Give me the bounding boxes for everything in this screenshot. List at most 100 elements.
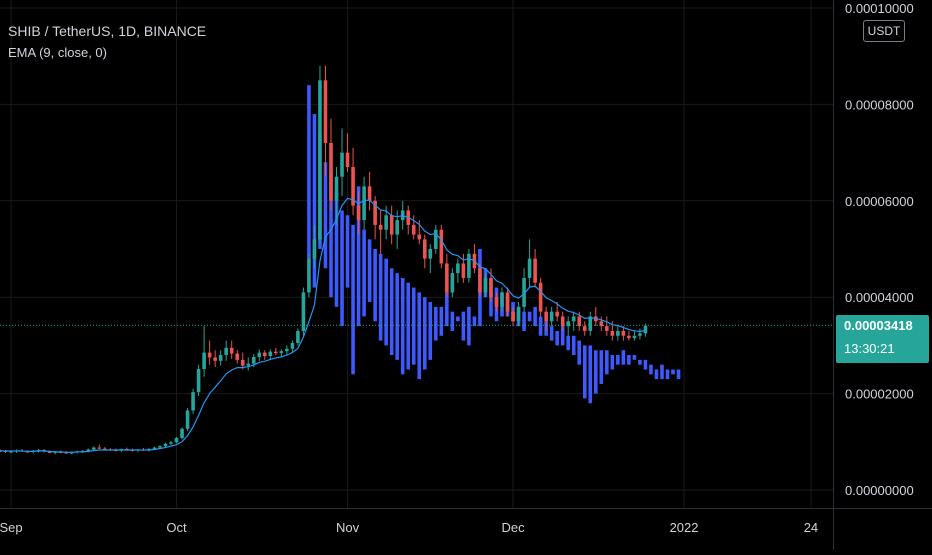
projection-bar [533, 306, 537, 327]
x-tick-label: Dec [501, 520, 525, 535]
candle-body [158, 446, 162, 448]
projection-bar [406, 282, 411, 370]
projection-bars [307, 85, 681, 404]
x-tick-label: 24 [804, 520, 818, 535]
y-tick-label: 0.00002000 [845, 387, 914, 402]
candle-body [500, 292, 504, 307]
candle-body [224, 347, 228, 356]
projection-bar [351, 224, 355, 375]
candle-body [456, 263, 460, 274]
ema-line [0, 197, 646, 453]
candle-body [251, 356, 256, 364]
projection-bar [389, 268, 394, 356]
candle-body [229, 347, 234, 354]
y-tick-label: 0.00008000 [845, 97, 914, 112]
candle-body [356, 205, 361, 221]
projection-bar [378, 253, 383, 341]
projection-bar [616, 355, 620, 365]
candle-body [163, 443, 168, 447]
symbol-title[interactable]: SHIB / TetherUS, 1D, BINANCE [8, 23, 207, 39]
candle-body [9, 451, 13, 453]
candle-body [240, 359, 245, 366]
candle-body [638, 333, 642, 336]
candle-body [191, 392, 195, 411]
candle-body [566, 321, 570, 327]
projection-bar [527, 311, 532, 322]
candle-body [86, 449, 91, 451]
projection-bar [456, 316, 460, 322]
projection-bar [334, 191, 339, 307]
projection-bar [605, 350, 609, 375]
indicator-label[interactable]: EMA (9, close, 0) [8, 45, 107, 60]
projection-bar [345, 215, 350, 288]
projection-bar [417, 292, 422, 380]
candle-body [467, 253, 471, 278]
candle-body [180, 428, 184, 438]
candle-body [323, 80, 328, 143]
projection-bar [654, 369, 659, 380]
projection-bar [671, 369, 675, 375]
bar-countdown: 13:30:21 [844, 341, 895, 356]
x-tick-label: Oct [166, 520, 187, 535]
y-tick-label: 0.00004000 [845, 290, 914, 305]
projection-bar [522, 311, 526, 331]
projection-bar [632, 355, 637, 360]
candle-body [483, 277, 488, 293]
candle-body [235, 353, 240, 360]
projection-bar [582, 345, 587, 399]
projection-bar [538, 316, 543, 336]
candle-body [47, 451, 52, 453]
candle-body [478, 268, 482, 293]
projection-bar [555, 330, 559, 346]
candle-body [207, 352, 212, 358]
currency-button[interactable]: USDT [863, 20, 905, 42]
projection-bar [638, 359, 642, 365]
y-tick-label: 0.00006000 [845, 194, 914, 209]
last-price-badge: 0.00003418 13:30:21 [836, 315, 929, 363]
candle-body [505, 292, 510, 312]
last-price-value: 0.00003418 [844, 318, 913, 333]
candle-body [627, 335, 631, 339]
candle-body [152, 447, 157, 450]
candle-body [571, 316, 576, 322]
y-tick-label: 0.00000000 [845, 483, 914, 498]
candle-body [373, 200, 377, 225]
projection-bar [676, 369, 681, 380]
candle-body [538, 282, 543, 312]
x-tick-label: 2022 [670, 520, 699, 535]
candle-body [268, 351, 273, 357]
projection-bar [395, 273, 399, 360]
projection-bar [660, 364, 664, 380]
candle-body [257, 352, 262, 357]
projection-bar [467, 306, 471, 346]
candle-body [549, 311, 554, 322]
candle-body [362, 186, 366, 221]
projection-bar [367, 239, 372, 303]
projection-bar [422, 297, 427, 370]
projection-bar [461, 311, 466, 341]
candle-body [274, 351, 278, 354]
projection-bar [362, 229, 366, 317]
candle-body [202, 352, 206, 370]
candle-body [434, 229, 438, 249]
candle-body [384, 215, 388, 230]
candle-body [296, 330, 300, 343]
candle-body [643, 325, 648, 334]
projection-bar [450, 311, 455, 331]
x-tick-label: Sep [0, 520, 23, 535]
candle-body [329, 142, 333, 201]
candle-body [555, 311, 559, 317]
candle-body [263, 352, 267, 357]
projection-bar [472, 316, 477, 327]
projection-bar [560, 326, 565, 346]
candle-body [378, 224, 383, 230]
candle-body [544, 311, 548, 322]
candle-body [527, 258, 532, 278]
candle-body [367, 186, 372, 201]
candle-body [494, 297, 499, 307]
candle-body [340, 152, 344, 177]
candle-body [301, 292, 306, 331]
candle-body [345, 152, 350, 168]
